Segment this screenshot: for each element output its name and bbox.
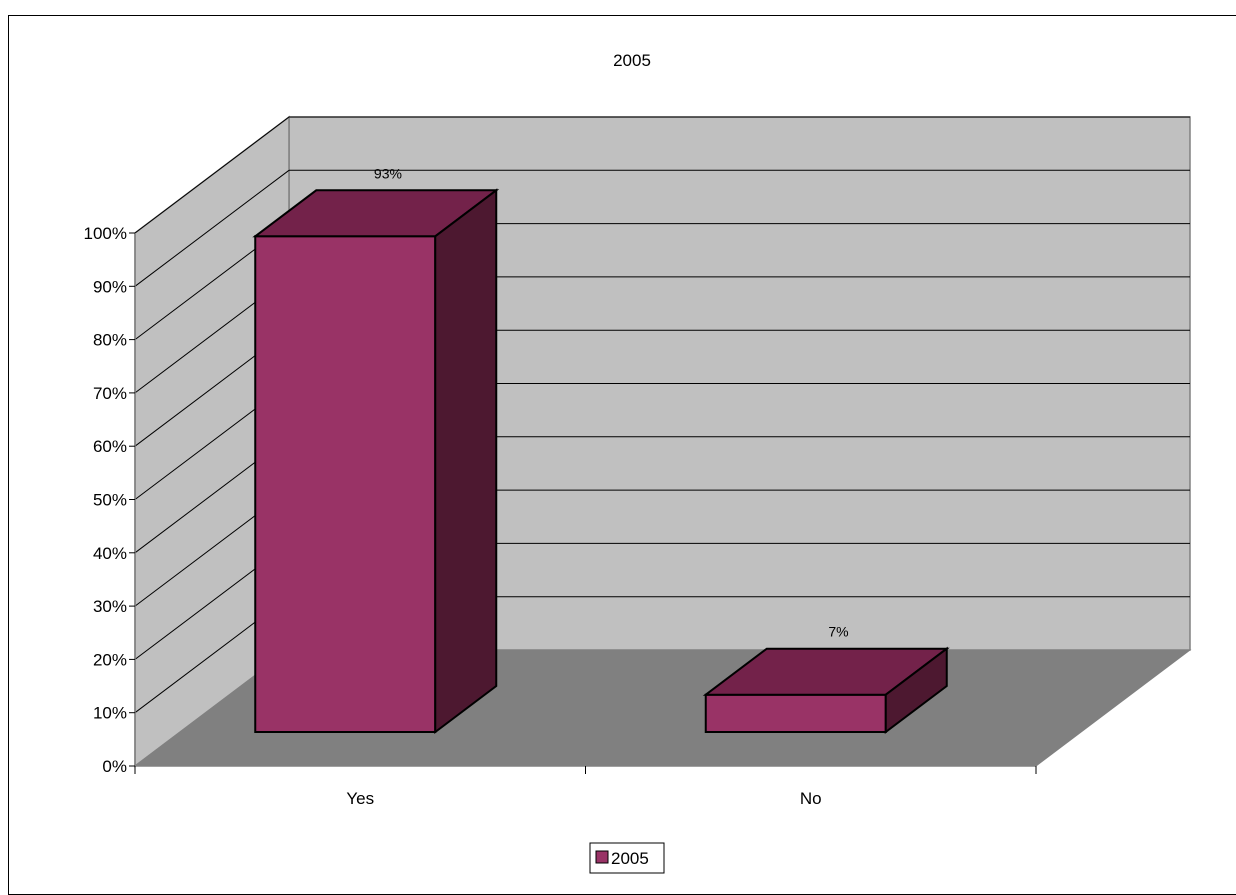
- y-tick-label: 20%: [93, 650, 127, 669]
- y-tick-label: 80%: [93, 331, 127, 350]
- legend-swatch: [595, 850, 609, 864]
- x-tick-label: Yes: [346, 789, 374, 808]
- legend: 2005: [589, 842, 665, 874]
- legend-label: 2005: [611, 849, 649, 868]
- axes: 0% 10% 20% 30% 40% 50% 60% 70% 80% 90% 100% Yes No: [84, 224, 1037, 808]
- bar-front: [254, 235, 437, 733]
- y-tick-label: 40%: [93, 544, 127, 563]
- data-label: 7%: [828, 624, 848, 640]
- bar-side: [884, 646, 948, 735]
- y-tick-label: 90%: [93, 277, 127, 296]
- bars: 93% 7%: [252, 165, 950, 735]
- bar-side: [434, 188, 498, 735]
- y-tick-label: 30%: [93, 597, 127, 616]
- bar-front: [704, 693, 887, 733]
- gridline-side: [134, 116, 290, 234]
- y-tick-label: 50%: [93, 491, 127, 510]
- y-tick-label: 100%: [84, 224, 127, 243]
- y-tick-label: 70%: [93, 384, 127, 403]
- gridline-side: [134, 169, 290, 287]
- y-tick-label: 10%: [93, 704, 127, 723]
- data-label: 93%: [374, 165, 402, 181]
- x-tick-label: No: [800, 789, 822, 808]
- y-tick-label: 0%: [102, 757, 127, 776]
- chart-title: 2005: [613, 51, 651, 70]
- y-tick-label: 60%: [93, 437, 127, 456]
